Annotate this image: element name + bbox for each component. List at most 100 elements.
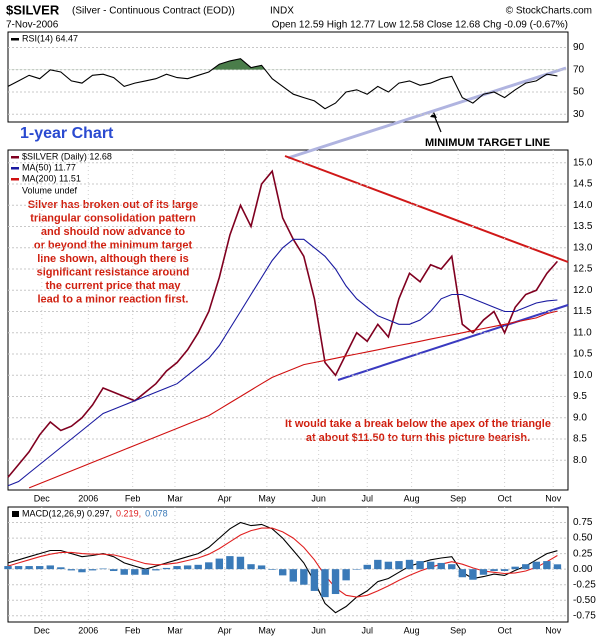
series-line <box>7 527 558 598</box>
legend-label: MA(50) 11.77 <box>22 162 76 172</box>
histogram-bar <box>36 566 44 570</box>
overbought-fill <box>211 58 266 70</box>
comment-line: the current price that may <box>45 280 181 292</box>
histogram-bar <box>131 569 139 575</box>
histogram-bar <box>279 569 287 576</box>
histogram-bar <box>226 556 234 570</box>
legend-label: 0.078 <box>145 508 168 518</box>
instrument-name: (Silver - Continuous Contract (EOD)) <box>72 6 235 17</box>
comment-line: significant resistance around <box>37 266 190 278</box>
source: © StockCharts.com <box>506 6 592 17</box>
histogram-bar <box>120 569 128 575</box>
rsi-frame <box>7 31 569 123</box>
histogram-bar <box>46 565 54 570</box>
y-tick-label: 11.0 <box>573 327 592 338</box>
y-tick-label: 50 <box>573 87 585 98</box>
legend-swatch <box>11 38 19 41</box>
histogram-bar <box>310 569 319 591</box>
histogram-bar <box>458 569 467 578</box>
x-tick-label: Mar <box>167 493 183 503</box>
legend-swatch <box>11 156 19 159</box>
legend-label: 0.219, <box>116 508 141 518</box>
x-tick-label: Aug <box>404 493 420 503</box>
series-line <box>7 169 558 478</box>
x-tick-label: Apr <box>218 625 232 635</box>
histogram-bar <box>99 568 107 570</box>
y-tick-label: 13.0 <box>573 242 593 253</box>
apex-note: It would take a break below the apex of … <box>285 418 551 444</box>
histogram-bar <box>78 569 86 573</box>
histogram-bar <box>426 561 435 570</box>
histogram-bar <box>479 569 488 575</box>
x-tick-label: May <box>258 493 276 503</box>
comment-line: or beyond the minimum target <box>34 239 193 251</box>
histogram-bar <box>25 566 33 570</box>
x-tick-label: Feb <box>125 625 141 635</box>
x-tick-label: Nov <box>545 625 562 635</box>
histogram-bar <box>352 569 361 570</box>
apex-line: at about $11.50 to turn this picture bea… <box>306 432 530 444</box>
comment-line: line shown, although there is <box>37 253 189 265</box>
y-tick-label: -0.75 <box>573 610 596 621</box>
price-frame <box>7 149 569 491</box>
y-tick-label: -0.25 <box>573 579 596 590</box>
x-tick-label: May <box>258 625 276 635</box>
histogram-bar <box>522 564 530 570</box>
histogram-bar <box>162 567 171 570</box>
comment: Silver has broken out of its largetriang… <box>28 199 199 306</box>
y-tick-label: 9.0 <box>573 412 587 423</box>
x-tick-label: Apr <box>218 493 232 503</box>
y-tick-label: 14.0 <box>573 200 593 211</box>
histogram-bar <box>109 569 118 572</box>
date: 7-Nov-2006 <box>6 20 59 31</box>
y-tick-label: 90 <box>573 42 585 53</box>
y-tick-label: 12.0 <box>573 285 593 296</box>
y-tick-label: 8.5 <box>573 434 587 445</box>
arrow-head <box>430 112 437 118</box>
x-tick-label: Nov <box>545 493 562 503</box>
x-tick-label: Oct <box>498 625 513 635</box>
y-tick-label: 0.50 <box>573 533 593 544</box>
x-tick-label: Sep <box>450 493 466 503</box>
legend-label: MA(200) 11.51 <box>22 173 81 183</box>
legend-label: RSI(14) 64.47 <box>22 33 78 43</box>
x-tick-label: 2006 <box>78 625 98 635</box>
y-tick-label: 15.0 <box>573 157 593 168</box>
support-line <box>337 304 569 381</box>
y-tick-label: 0.25 <box>573 548 593 559</box>
x-tick-label: Jul <box>361 493 373 503</box>
y-tick-label: 9.5 <box>573 391 587 402</box>
histogram-bar <box>437 562 445 570</box>
y-tick-label: 12.5 <box>573 264 593 275</box>
resistance-line <box>284 155 569 263</box>
comment-line: triangular consolidation pattern <box>30 212 196 224</box>
histogram-bar <box>374 559 382 570</box>
histogram-bar <box>183 565 192 570</box>
x-tick-label: Feb <box>125 493 141 503</box>
histogram-bar <box>395 561 403 570</box>
histogram-bar <box>173 566 181 570</box>
histogram-bar <box>14 566 23 570</box>
y-tick-label: 8.0 <box>573 455 587 466</box>
y-tick-label: 0.75 <box>573 517 593 528</box>
macd-frame <box>7 506 569 623</box>
histogram-bar <box>416 561 424 570</box>
x-tick-label: Dec <box>34 625 51 635</box>
x-tick-label: Jun <box>311 625 326 635</box>
histogram-bar <box>236 556 245 570</box>
y-tick-label: 0.00 <box>573 564 593 575</box>
x-tick-label: Jun <box>311 493 326 503</box>
y-tick-label: 11.5 <box>573 306 592 317</box>
histogram-bar <box>342 569 350 581</box>
histogram-bar <box>331 569 340 595</box>
histogram-bar <box>141 569 150 575</box>
x-tick-label: Oct <box>498 493 513 503</box>
y-tick-label: 30 <box>573 109 585 120</box>
histogram-bar <box>300 569 308 585</box>
histogram-bar <box>257 565 266 570</box>
legend-swatch <box>11 167 19 170</box>
histogram-bar <box>384 561 393 570</box>
x-tick-label: Sep <box>450 625 466 635</box>
comment-line: and should now advance to <box>41 226 186 238</box>
